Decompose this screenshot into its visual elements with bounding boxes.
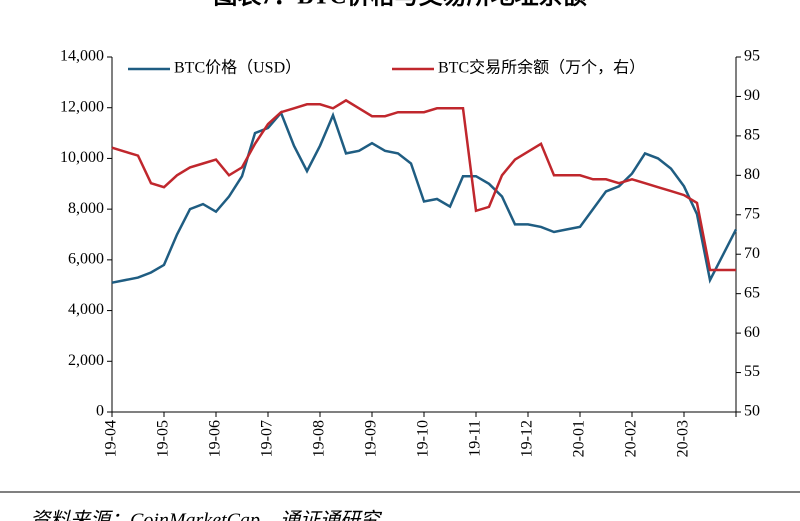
legend-label: BTC价格（USD） bbox=[174, 59, 301, 77]
y-tick-label: 2,000 bbox=[68, 352, 104, 369]
x-tick-label: 20-03 bbox=[675, 420, 692, 457]
y2-tick-label: 60 bbox=[744, 324, 760, 341]
x-tick-label: 20-01 bbox=[571, 420, 588, 457]
y-tick-label: 6,000 bbox=[68, 251, 104, 268]
y2-tick-label: 70 bbox=[744, 245, 760, 262]
y2-tick-label: 75 bbox=[744, 205, 760, 222]
x-tick-label: 19-09 bbox=[363, 420, 380, 457]
y2-tick-label: 50 bbox=[744, 403, 760, 420]
legend-label: BTC交易所余额（万个，右） bbox=[438, 58, 645, 77]
x-tick-label: 19-08 bbox=[311, 420, 328, 457]
y2-tick-label: 90 bbox=[744, 87, 760, 104]
y-tick-label: 0 bbox=[96, 403, 104, 420]
x-tick-label: 19-11 bbox=[467, 420, 484, 457]
series-line bbox=[111, 98, 736, 272]
y-tick-label: 10,000 bbox=[60, 149, 104, 166]
y-tick-label: 8,000 bbox=[68, 200, 104, 217]
y2-tick-label: 85 bbox=[744, 127, 760, 144]
y2-tick-label: 95 bbox=[744, 48, 760, 65]
x-tick-label: 19-07 bbox=[259, 420, 276, 457]
series-line bbox=[111, 110, 738, 284]
x-tick-label: 19-05 bbox=[155, 420, 172, 457]
y-tick-label: 14,000 bbox=[60, 48, 104, 65]
chart-title: 图表7：BTC价格与交易所地址余额 bbox=[213, 0, 586, 10]
y2-tick-label: 80 bbox=[744, 166, 760, 183]
y-tick-label: 4,000 bbox=[68, 301, 104, 318]
y2-tick-label: 65 bbox=[744, 284, 760, 301]
x-tick-label: 19-12 bbox=[519, 420, 536, 457]
x-tick-label: 20-02 bbox=[623, 420, 640, 457]
x-tick-label: 19-06 bbox=[207, 420, 224, 457]
source: 资料来源：CoinMarketCap，通证通研究 bbox=[30, 510, 383, 521]
x-tick-label: 19-10 bbox=[415, 420, 432, 457]
y-tick-label: 12,000 bbox=[60, 98, 104, 115]
y2-tick-label: 55 bbox=[744, 363, 760, 380]
x-tick-label: 19-04 bbox=[103, 420, 120, 457]
